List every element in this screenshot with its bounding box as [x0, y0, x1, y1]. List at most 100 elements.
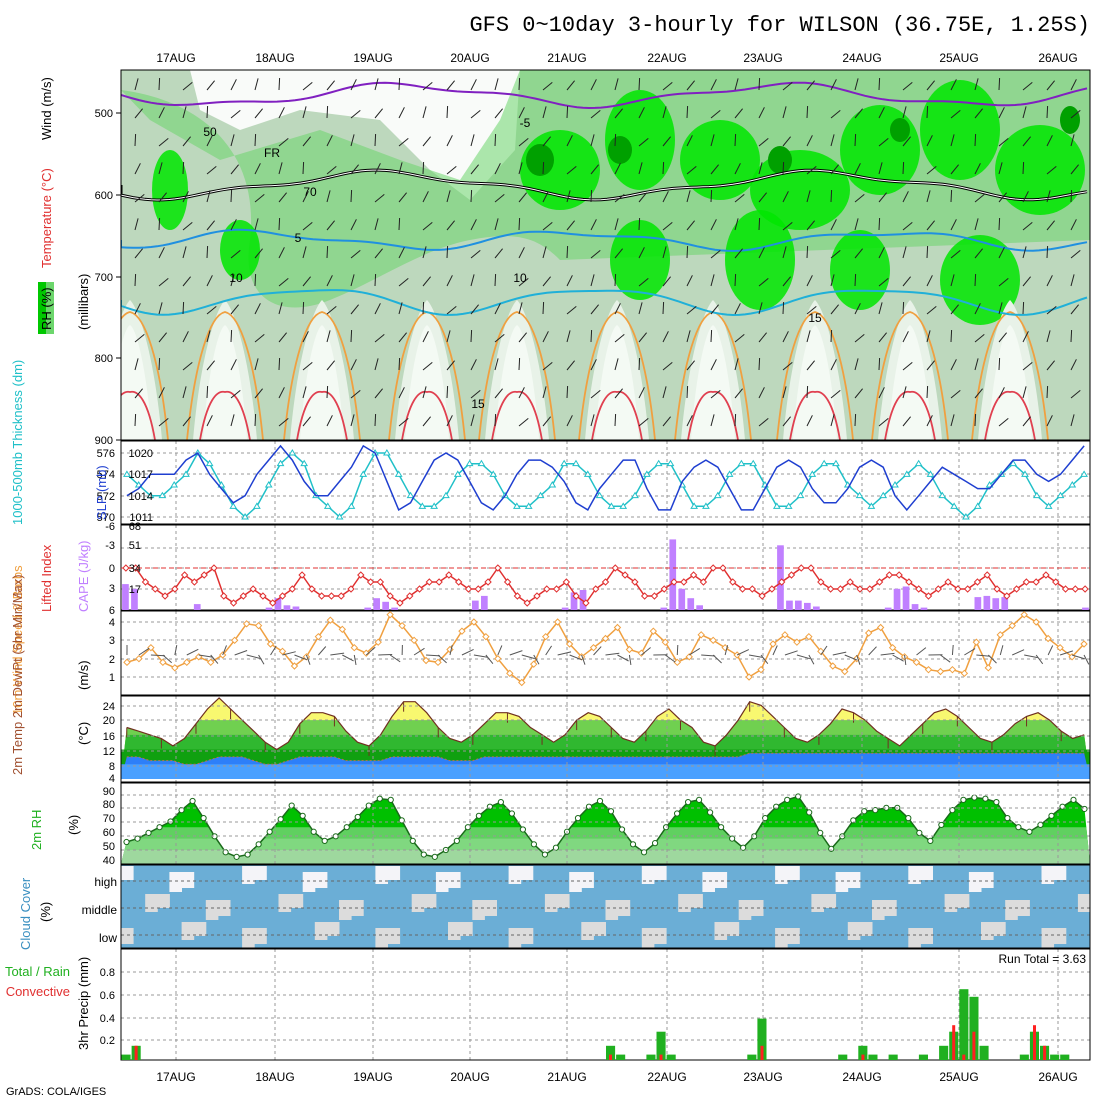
- wind-barb: [878, 418, 889, 427]
- thickness-line-point: [241, 513, 249, 520]
- wind-barb: [350, 304, 359, 315]
- wind10m-panel: 4 3 2 1: [109, 610, 1091, 696]
- rh-maximum-blob: [152, 150, 188, 230]
- thickness-line-point: [642, 470, 651, 477]
- wind-barb: [710, 390, 721, 399]
- upper-ytick-label: 700: [95, 272, 113, 284]
- thickness-line-point: [205, 459, 214, 467]
- lifted-index-line-point: [993, 585, 1001, 593]
- wind-barb: [590, 304, 599, 315]
- lifted-index-line-point: [1012, 585, 1021, 593]
- upper-y-axis: 500 600 700 800 900: [95, 108, 121, 447]
- cloud-gap-cell: [242, 866, 255, 884]
- wind-barb: [206, 415, 213, 427]
- precip-frame: [120, 948, 1091, 1061]
- date-label-bottom: 20AUG: [450, 1070, 489, 1084]
- left-labels: RH (%) Temperature (°C) Wind (m/s) (mill…: [5, 77, 109, 1050]
- wind-barb: [1046, 385, 1049, 399]
- wind10m-line-point: [374, 638, 382, 646]
- wind-barb: [1022, 276, 1031, 287]
- wind-barb: [998, 77, 1001, 91]
- wind-barb: [638, 162, 643, 175]
- wind-barb: [182, 386, 187, 399]
- wind-barb: [950, 250, 961, 259]
- wind10m-line-point: [422, 656, 430, 665]
- precip-total-bar: [747, 1054, 757, 1060]
- wind10m-line-point: [207, 658, 215, 667]
- wind10m-barb: [892, 654, 904, 662]
- wind-barb: [470, 219, 477, 231]
- cloud-gap-cell: [593, 922, 606, 936]
- lifted-index-line-point: [915, 585, 923, 593]
- chart-title: GFS 0~10day 3-hourly for WILSON (36.75E,…: [469, 13, 1090, 38]
- precip-total-bar: [121, 1054, 131, 1060]
- wind-barb: [206, 80, 215, 91]
- wind-barb: [614, 218, 619, 231]
- wind-barb: [806, 275, 813, 287]
- rh-peak-blob: [1060, 106, 1080, 134]
- thickness-line-point: [1044, 502, 1053, 509]
- cloud-gap-cell: [520, 866, 534, 880]
- wind-barb: [254, 163, 261, 175]
- wind-barb: [230, 134, 235, 147]
- wind10m-line-point: [553, 618, 562, 626]
- thickness-line-point: [926, 470, 935, 477]
- wind-barb: [1022, 301, 1025, 315]
- rh2m-line-point: [596, 797, 604, 805]
- wind-barb: [590, 219, 597, 231]
- wind-barb: [830, 164, 839, 175]
- cloud-gap-cell: [544, 894, 558, 912]
- rh2m-line-point: [607, 808, 615, 815]
- wind-barb: [614, 334, 625, 343]
- date-label-top: 21AUG: [547, 51, 586, 65]
- cloud-gap-cell: [1077, 894, 1091, 912]
- precip-conv-label: Convective: [6, 984, 70, 999]
- cape-bar: [911, 604, 919, 610]
- wind-barb: [302, 136, 311, 147]
- wind-barb: [446, 330, 451, 343]
- cape-bar: [193, 604, 201, 610]
- wind-barb: [806, 360, 815, 371]
- precip-total-bar: [959, 989, 969, 1060]
- thickness-line-point: [808, 470, 817, 477]
- wind-barb: [662, 331, 669, 343]
- wind10m-line-point: [924, 665, 933, 674]
- wind-barb: [230, 110, 241, 119]
- wind10m-barb: [162, 654, 173, 664]
- li-ytick: 3: [109, 583, 115, 595]
- wind-barb: [494, 273, 497, 287]
- rh-peak-blob: [768, 146, 792, 174]
- wind10m-line-point: [601, 634, 610, 643]
- wind-barb: [926, 80, 935, 91]
- wind-barb: [830, 274, 835, 287]
- wind10m-barb: [461, 648, 474, 656]
- rh2m-frame: [120, 782, 1091, 865]
- upper-air-panel: [121, 70, 1090, 440]
- lifted-index-line-point: [738, 585, 747, 593]
- rh2m-line-point: [651, 840, 659, 847]
- lifted-index-line-point: [562, 578, 571, 586]
- cape-bar: [364, 607, 372, 610]
- wind10m-barb: [533, 654, 540, 665]
- wind-barb: [662, 191, 669, 203]
- wind-barb: [518, 138, 529, 147]
- wind10m-barb: [473, 654, 488, 658]
- wind-barb: [158, 278, 169, 287]
- wind-barb: [278, 138, 289, 147]
- thickness-line: [126, 451, 1085, 519]
- wind-barb: [446, 135, 453, 147]
- thickness-line-point: [607, 502, 616, 509]
- wind-barb: [398, 302, 403, 315]
- wind-barb: [350, 219, 357, 231]
- lifted-index-line-point: [1042, 571, 1050, 579]
- cloud-gap-cell: [702, 872, 715, 892]
- lifted-index-line-point: [709, 564, 717, 572]
- wind-barb: [398, 138, 409, 147]
- wind-barb: [134, 413, 137, 427]
- wind-barb: [446, 190, 451, 203]
- thickness-line-point: [713, 491, 722, 499]
- wind-barb: [878, 107, 885, 119]
- lifted-index-line-point: [386, 592, 394, 600]
